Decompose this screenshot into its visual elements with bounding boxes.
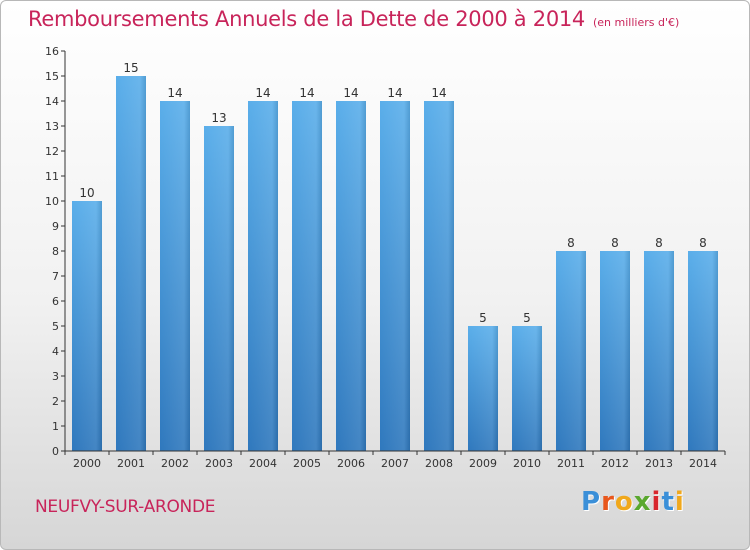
chart-title-text: Remboursements Annuels de la Dette de 20… (28, 7, 585, 31)
proxiti-logo-letter: r (601, 487, 615, 517)
bar-shine-2002 (160, 101, 190, 451)
x-tick-label-2001: 2001 (117, 457, 145, 470)
data-label-2012: 8 (611, 236, 619, 250)
x-tick-label-2009: 2009 (469, 457, 497, 470)
x-tick-label-2010: 2010 (513, 457, 541, 470)
data-label-2000: 10 (79, 186, 94, 200)
bar-shine-2012 (600, 251, 630, 451)
bar-shine-2005 (292, 101, 322, 451)
data-label-2001: 15 (123, 61, 138, 75)
bar-shine-2014 (688, 251, 718, 451)
y-tick-label-15: 15 (45, 70, 59, 83)
chart-subtitle: (en milliers d'€) (593, 16, 680, 29)
data-label-2008: 14 (431, 86, 446, 100)
chart-title: Remboursements Annuels de la Dette de 20… (28, 7, 679, 31)
bar-shine-2003 (204, 126, 234, 451)
y-tick-label-12: 12 (45, 145, 59, 158)
x-tick-label-2006: 2006 (337, 457, 365, 470)
proxiti-logo-letter: P (581, 487, 602, 517)
x-tick-label-2005: 2005 (293, 457, 321, 470)
x-tick-label-2000: 2000 (73, 457, 101, 470)
y-tick-label-10: 10 (45, 195, 59, 208)
x-tick-label-2007: 2007 (381, 457, 409, 470)
x-tick-label-2003: 2003 (205, 457, 233, 470)
x-tick-label-2012: 2012 (601, 457, 629, 470)
data-label-2002: 14 (167, 86, 182, 100)
bar-shine-2006 (336, 101, 366, 451)
data-label-2010: 5 (523, 311, 531, 325)
data-label-2007: 14 (387, 86, 402, 100)
y-tick-label-6: 6 (52, 295, 59, 308)
proxiti-logo-letter: i (651, 487, 662, 517)
bar-shine-2011 (556, 251, 586, 451)
x-tick-label-2004: 2004 (249, 457, 277, 470)
bar-shine-2010 (512, 326, 542, 451)
proxiti-logo[interactable]: Proxiti (581, 487, 685, 517)
y-tick-label-4: 4 (52, 345, 59, 358)
proxiti-logo-letter: i (674, 487, 685, 517)
bar-shine-2001 (116, 76, 146, 451)
y-tick-label-0: 0 (52, 445, 59, 458)
y-tick-label-5: 5 (52, 320, 59, 333)
data-label-2005: 14 (299, 86, 314, 100)
bar-shine-2007 (380, 101, 410, 451)
data-label-2013: 8 (655, 236, 663, 250)
x-tick-label-2011: 2011 (557, 457, 585, 470)
y-tick-label-16: 16 (45, 45, 59, 58)
proxiti-logo-letter: x (633, 487, 652, 517)
x-tick-label-2013: 2013 (645, 457, 673, 470)
y-tick-label-3: 3 (52, 370, 59, 383)
bar-shine-2013 (644, 251, 674, 451)
bar-shine-2008 (424, 101, 454, 451)
bar-shine-2004 (248, 101, 278, 451)
y-tick-label-13: 13 (45, 120, 59, 133)
data-label-2009: 5 (479, 311, 487, 325)
y-tick-label-11: 11 (45, 170, 59, 183)
bar-shine-2009 (468, 326, 498, 451)
bar-shine-2000 (72, 201, 102, 451)
proxiti-logo-letter: o (614, 487, 634, 517)
data-label-2011: 8 (567, 236, 575, 250)
commune-name: NEUFVY-SUR-ARONDE (35, 497, 216, 517)
y-tick-label-9: 9 (52, 220, 59, 233)
y-tick-label-1: 1 (52, 420, 59, 433)
data-label-2006: 14 (343, 86, 358, 100)
data-label-2004: 14 (255, 86, 270, 100)
x-tick-label-2002: 2002 (161, 457, 189, 470)
x-tick-label-2008: 2008 (425, 457, 453, 470)
proxiti-logo-letter: t (661, 487, 675, 517)
y-tick-label-7: 7 (52, 270, 59, 283)
y-tick-label-8: 8 (52, 245, 59, 258)
y-tick-label-2: 2 (52, 395, 59, 408)
x-tick-label-2014: 2014 (689, 457, 717, 470)
y-tick-label-14: 14 (45, 95, 59, 108)
data-label-2003: 13 (211, 111, 226, 125)
data-label-2014: 8 (699, 236, 707, 250)
